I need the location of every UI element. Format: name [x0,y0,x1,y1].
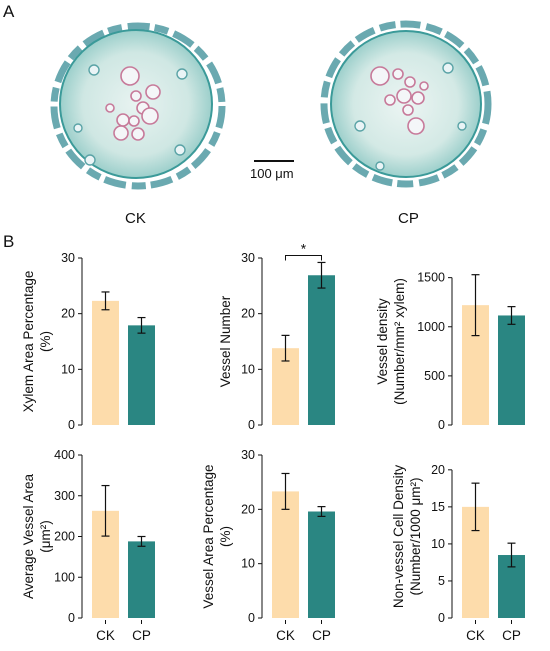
micrograph-ck-label: CK [125,210,146,227]
bar-1-cp [308,275,335,425]
y-tick-label-1-0: 0 [248,418,255,432]
y-tick-label-2-0: 0 [438,418,445,432]
micrograph-cp [320,20,492,188]
significance-bracket-1 [285,254,322,261]
y-tick-label-2-1: 500 [424,369,445,383]
micrograph-cp-label: CP [398,210,419,227]
y-tick-label-4-1: 10 [241,557,255,571]
y-axis-label-1-0: Vessel Number [218,295,233,387]
y-tick-label-1-1: 10 [241,362,255,376]
scale-bar-label: 100 μm [250,166,294,181]
y-tick-label-4-0: 0 [248,611,255,625]
x-tick-label-5-1: CP [502,628,521,643]
x-tick-label-3-0: CK [96,628,115,643]
y-tick-label-0-0: 0 [68,418,75,432]
y-tick-label-5-4: 20 [431,463,445,477]
y-axis-label-0-0: Xylem Area Percentage [21,271,36,413]
y-tick-label-3-4: 400 [54,448,75,462]
y-axis-label-4-0: Vessel Area Percentage [201,464,216,608]
x-tick-label-4-0: CK [276,628,295,643]
y-tick-label-3-0: 0 [68,611,75,625]
y-tick-label-3-3: 300 [54,489,75,503]
y-tick-label-3-2: 200 [54,530,75,544]
bar-0-cp [128,325,155,425]
x-tick-label-3-1: CP [132,628,151,643]
y-axis-label-3-0: Average Vessel Area [21,473,36,599]
panel-a-letter: A [3,2,15,21]
y-axis-label-4-1: (%) [218,526,233,547]
bar-0-ck [92,300,119,425]
y-axis-label-5-1: (Number/1000 μm²) [408,477,423,595]
y-tick-label-1-2: 20 [241,307,255,321]
scale-bar [254,160,294,162]
y-tick-label-0-1: 10 [61,362,75,376]
y-tick-label-2-2: 1000 [417,320,445,334]
x-tick-label-5-0: CK [466,628,485,643]
y-tick-label-2-3: 1500 [417,271,445,285]
y-tick-label-1-3: 30 [241,251,255,265]
bar-3-cp [128,541,155,618]
y-tick-label-0-2: 20 [61,307,75,321]
y-axis-label-2-1: (Number/mm² xylem) [392,278,407,405]
micrograph-ck [50,22,226,190]
y-axis-label-5-0: Non-vessel Cell Density [391,465,406,609]
y-tick-label-5-1: 5 [438,574,445,588]
y-axis-label-2-0: Vessel density [375,298,390,385]
panel-b-letter: B [3,232,15,251]
y-axis-label-3-1: (μm²) [38,520,53,553]
bar-2-cp [498,315,525,425]
significance-marker-1: * [301,240,307,256]
x-tick-label-4-1: CP [312,628,331,643]
y-tick-label-0-3: 30 [61,251,75,265]
bar-4-ck [272,491,299,618]
bar-4-cp [308,511,335,618]
y-axis-label-0-1: (%) [38,331,53,352]
y-tick-label-5-3: 15 [431,500,445,514]
y-tick-label-5-2: 10 [431,537,445,551]
y-tick-label-3-1: 100 [54,570,75,584]
y-tick-label-5-0: 0 [438,611,445,625]
y-tick-label-4-2: 20 [241,502,255,516]
y-tick-label-4-3: 30 [241,448,255,462]
